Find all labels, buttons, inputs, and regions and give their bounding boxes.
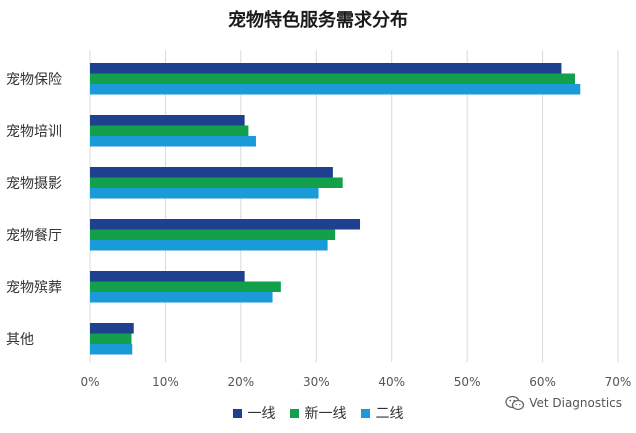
- bar-series-2-1: [90, 136, 256, 147]
- legend-item-series-0: 一线: [232, 403, 276, 423]
- category-label: 宠物摄影: [6, 176, 62, 192]
- x-tick-label: 20%: [228, 375, 255, 389]
- bar-series-0-5: [90, 323, 134, 334]
- legend-item-series-1: 新一线: [289, 403, 347, 423]
- bar-series-0-2: [90, 167, 333, 178]
- category-label: 宠物殡葬: [6, 280, 62, 296]
- bar-series-2-3: [90, 240, 328, 251]
- legend-swatch-series-2: [360, 408, 370, 418]
- bar-series-2-2: [90, 188, 319, 199]
- bar-series-1-2: [90, 177, 343, 188]
- bar-series-0-4: [90, 271, 245, 282]
- bar-series-1-4: [90, 281, 281, 292]
- legend-swatch-series-0: [232, 408, 242, 418]
- bar-series-1-5: [90, 333, 132, 344]
- legend-label-series-2: 二线: [375, 406, 404, 422]
- watermark: Vet Diagnostics: [505, 395, 622, 411]
- gridlines: [89, 50, 619, 362]
- x-tick-label: 60%: [529, 375, 556, 389]
- x-tick-labels: 0% 10% 20% 30% 40% 50% 60% 70%: [80, 375, 631, 389]
- bars: [90, 63, 581, 355]
- legend-label-series-0: 一线: [247, 406, 276, 422]
- chart-title: 宠物特色服务需求分布: [228, 10, 408, 31]
- bar-series-2-0: [90, 84, 581, 95]
- bar-series-1-1: [90, 125, 249, 136]
- category-label: 宠物保险: [6, 72, 62, 88]
- x-tick-label: 50%: [454, 375, 481, 389]
- x-tick-label: 40%: [378, 375, 405, 389]
- legend-label-series-1: 新一线: [304, 406, 347, 422]
- bar-series-0-0: [90, 63, 562, 74]
- category-label: 宠物培训: [6, 124, 62, 140]
- bar-series-2-4: [90, 292, 273, 303]
- bar-series-0-1: [90, 115, 245, 126]
- bar-series-1-3: [90, 229, 336, 240]
- legend: 一线 新一线 二线: [0, 403, 636, 423]
- bar-series-1-0: [90, 73, 576, 84]
- x-tick-label: 70%: [605, 375, 632, 389]
- watermark-text: Vet Diagnostics: [529, 396, 622, 410]
- legend-swatch-series-1: [289, 408, 299, 418]
- wechat-icon: [505, 395, 525, 411]
- category-label: 宠物餐厅: [6, 228, 62, 244]
- x-tick-label: 0%: [80, 375, 99, 389]
- x-tick-label: 30%: [303, 375, 330, 389]
- category-label: 其他: [6, 332, 34, 348]
- legend-item-series-2: 二线: [360, 403, 404, 423]
- bar-series-0-3: [90, 219, 361, 230]
- bar-series-2-5: [90, 344, 133, 355]
- x-tick-label: 10%: [152, 375, 179, 389]
